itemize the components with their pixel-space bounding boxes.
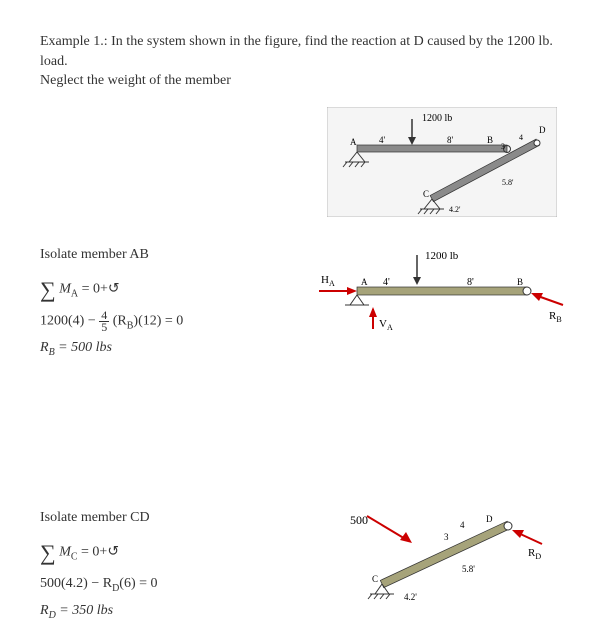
svg-text:8': 8' [447,135,454,145]
svg-text:1200 lb: 1200 lb [425,250,459,262]
svg-text:RD: RD [528,547,541,561]
figure-cd: 500 RD C D 4 3 4.2' 5.8' [332,510,552,610]
svg-text:8': 8' [467,277,474,288]
svg-text:5.8': 5.8' [502,178,514,187]
svg-text:C: C [372,574,378,584]
header-line1: Example 1.: In the system shown in the f… [40,32,572,71]
eq-cd-1: ∑ MC = 0+↺ [40,536,312,569]
svg-text:4': 4' [379,135,386,145]
svg-text:VA: VA [379,318,393,332]
eq-cd-2: 500(4.2) − RD(6) = 0 [40,573,312,596]
svg-text:RB: RB [549,310,562,324]
problem-statement: Example 1.: In the system shown in the f… [40,32,572,91]
svg-text:C: C [423,189,429,199]
svg-text:5.8': 5.8' [462,564,475,574]
svg-text:3: 3 [501,142,505,151]
svg-text:B: B [517,277,523,287]
svg-text:HA: HA [321,274,335,288]
section-ab-title: Isolate member AB [40,247,312,263]
eq-cd-3: RD = 350 lbs [40,600,312,622]
svg-text:1200 lb: 1200 lb [422,113,452,124]
eq-ab-1: ∑ MA = 0+↺ [40,273,312,306]
svg-text:D: D [539,125,546,135]
svg-text:4: 4 [519,133,523,142]
svg-text:500: 500 [350,513,368,527]
figure-ab: HA VA 1200 lb RB A 4' 8' B [317,247,567,337]
svg-text:4': 4' [383,277,390,288]
section-cd-title: Isolate member CD [40,510,312,526]
eq-ab-2: 1200(4) − 45 (RB)(12) = 0 [40,310,312,333]
svg-text:A: A [350,137,357,147]
eq-ab-3: RB = 500 lbs [40,337,312,360]
header-line2: Neglect the weight of the member [40,71,572,91]
figure-main: 1200 lb A B C D 4' 8' 4 3 4.2' 5.8' [327,107,557,217]
svg-text:A: A [361,277,368,287]
svg-text:D: D [486,514,493,524]
svg-text:4.2': 4.2' [404,592,417,602]
svg-text:4.2': 4.2' [449,205,461,214]
svg-text:B: B [487,135,493,145]
svg-text:4: 4 [460,520,465,530]
svg-text:3: 3 [444,532,449,542]
